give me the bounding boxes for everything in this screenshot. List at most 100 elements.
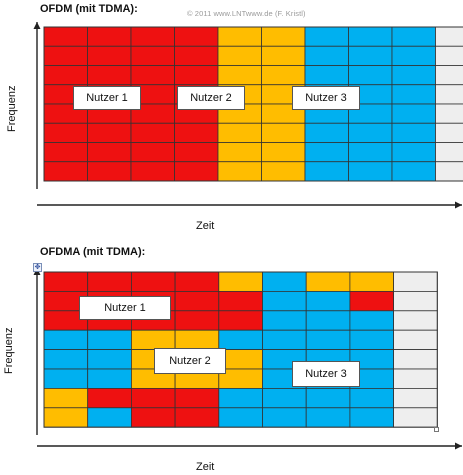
ofdm-grid-border bbox=[43, 26, 463, 182]
ofdma-cell-user1 bbox=[130, 387, 176, 409]
ofdma-cell-user3 bbox=[305, 387, 351, 409]
ofdma-cell-user1 bbox=[218, 310, 263, 331]
ofdma-cell-user3 bbox=[305, 310, 351, 331]
ofdma-cell-user3 bbox=[305, 329, 351, 351]
ofdm-cell-user2 bbox=[261, 142, 306, 163]
ofdm-cell-user3 bbox=[304, 45, 349, 66]
ofdma-cell-user1 bbox=[349, 290, 394, 312]
ofdm-cell-user3 bbox=[304, 26, 349, 47]
resize-handle[interactable] bbox=[434, 427, 439, 432]
ofdm-cell-user3 bbox=[348, 65, 393, 86]
ofdm-cell-user1 bbox=[87, 142, 132, 163]
ofdma-cell-user3 bbox=[218, 329, 263, 351]
ofdma-cell-free bbox=[393, 290, 438, 312]
ofdm-cell-user3 bbox=[304, 161, 349, 182]
ofdma-cell-user2 bbox=[218, 271, 263, 292]
ofdma-title: OFDMA (mit TDMA): bbox=[40, 246, 146, 258]
ofdma-cell-free bbox=[393, 387, 438, 409]
ofdma-cell-user2 bbox=[130, 329, 176, 351]
ofdma-grid-border bbox=[43, 271, 438, 428]
ofdma-cell-user3 bbox=[43, 349, 89, 370]
ofdm-cell-user3 bbox=[304, 142, 349, 163]
ofdm-cell-user3 bbox=[391, 26, 436, 47]
ofdma-cell-free bbox=[393, 407, 438, 428]
ofdm-cell-user2 bbox=[261, 122, 306, 143]
ofdma-x-axis-arrowhead bbox=[455, 442, 462, 450]
ofdm-cell-user1 bbox=[43, 161, 88, 182]
ofdm-cell-user3 bbox=[391, 45, 436, 66]
ofdm-cell-user1 bbox=[130, 122, 175, 143]
move-handle-icon[interactable]: ✥ bbox=[33, 263, 42, 272]
ofdma-cell-user1 bbox=[130, 271, 176, 292]
ofdm-cell-user2 bbox=[217, 161, 262, 182]
ofdm-cell-user1 bbox=[43, 45, 88, 66]
ofdm-cell-free bbox=[435, 26, 463, 47]
ofdma-cell-user3 bbox=[349, 310, 394, 331]
ofdm-user3-label: Nutzer 3 bbox=[292, 86, 360, 110]
ofdm-cell-user1 bbox=[130, 65, 175, 86]
ofdma-cell-user3 bbox=[262, 387, 307, 409]
ofdm-x-axis-label: Zeit bbox=[196, 220, 215, 232]
ofdma-cell-user1 bbox=[218, 290, 263, 312]
ofdm-cell-user1 bbox=[130, 45, 175, 66]
ofdm-cell-free bbox=[435, 45, 463, 66]
ofdma-cell-user3 bbox=[349, 387, 394, 409]
ofdma-cell-user3 bbox=[218, 407, 263, 428]
ofdma-cell-user2 bbox=[174, 329, 220, 351]
ofdma-user3-label: Nutzer 3 bbox=[292, 361, 360, 387]
ofdm-cell-user3 bbox=[348, 161, 393, 182]
ofdma-cell-user3 bbox=[349, 407, 394, 428]
ofdma-x-axis-label: Zeit bbox=[196, 461, 215, 473]
ofdma-cell-user1 bbox=[174, 290, 220, 312]
ofdm-cell-user3 bbox=[304, 122, 349, 143]
ofdm-cell-free bbox=[435, 65, 463, 86]
ofdm-cell-user1 bbox=[43, 122, 88, 143]
ofdma-cell-user3 bbox=[349, 329, 394, 351]
ofdma-cell-free bbox=[393, 271, 438, 292]
ofdma-cell-user3 bbox=[305, 407, 351, 428]
ofdm-cell-user1 bbox=[87, 161, 132, 182]
ofdma-cell-user1 bbox=[174, 310, 220, 331]
ofdm-cell-user3 bbox=[391, 161, 436, 182]
ofdm-cell-user1 bbox=[43, 142, 88, 163]
ofdma-cell-free bbox=[393, 368, 438, 389]
ofdma-cell-user3 bbox=[87, 407, 132, 428]
ofdm-cell-free bbox=[435, 122, 463, 143]
ofdma-cell-user3 bbox=[87, 349, 132, 370]
ofdm-cell-user2 bbox=[217, 65, 262, 86]
ofdma-cell-user3 bbox=[305, 290, 351, 312]
ofdm-cell-user1 bbox=[130, 142, 175, 163]
ofdm-cell-user1 bbox=[174, 65, 219, 86]
ofdma-cell-user3 bbox=[87, 368, 132, 389]
ofdm-y-axis-label: Frequenz bbox=[6, 85, 18, 132]
ofdm-title: OFDM (mit TDMA): bbox=[40, 3, 138, 15]
ofdm-cell-user3 bbox=[348, 26, 393, 47]
ofdm-x-axis-arrowhead bbox=[455, 201, 462, 209]
ofdm-cell-free bbox=[435, 84, 463, 105]
ofdma-cell-user2 bbox=[305, 271, 351, 292]
ofdma-cell-user1 bbox=[130, 407, 176, 428]
ofdma-cell-free bbox=[393, 329, 438, 351]
ofdma-user2-label: Nutzer 2 bbox=[154, 348, 226, 374]
ofdma-cell-user2 bbox=[43, 387, 89, 409]
ofdm-cell-user3 bbox=[348, 142, 393, 163]
ofdm-cell-user1 bbox=[87, 45, 132, 66]
ofdma-cell-free bbox=[393, 310, 438, 331]
ofdm-y-axis-arrowhead bbox=[33, 22, 41, 29]
ofdm-cell-user1 bbox=[174, 45, 219, 66]
ofdm-cell-user3 bbox=[348, 122, 393, 143]
ofdm-cell-user1 bbox=[43, 65, 88, 86]
ofdm-cell-user2 bbox=[261, 161, 306, 182]
ofdma-cell-user3 bbox=[262, 310, 307, 331]
ofdm-cell-user1 bbox=[130, 26, 175, 47]
ofdm-cell-user1 bbox=[43, 26, 88, 47]
ofdma-y-axis-label: Frequenz bbox=[3, 327, 15, 374]
ofdm-cell-user3 bbox=[391, 103, 436, 124]
ofdm-cell-user2 bbox=[217, 45, 262, 66]
ofdm-cell-user1 bbox=[87, 26, 132, 47]
ofdm-user2-label: Nutzer 2 bbox=[177, 86, 245, 110]
ofdma-cell-free bbox=[393, 349, 438, 370]
ofdm-cell-user3 bbox=[391, 122, 436, 143]
ofdm-cell-user1 bbox=[87, 65, 132, 86]
